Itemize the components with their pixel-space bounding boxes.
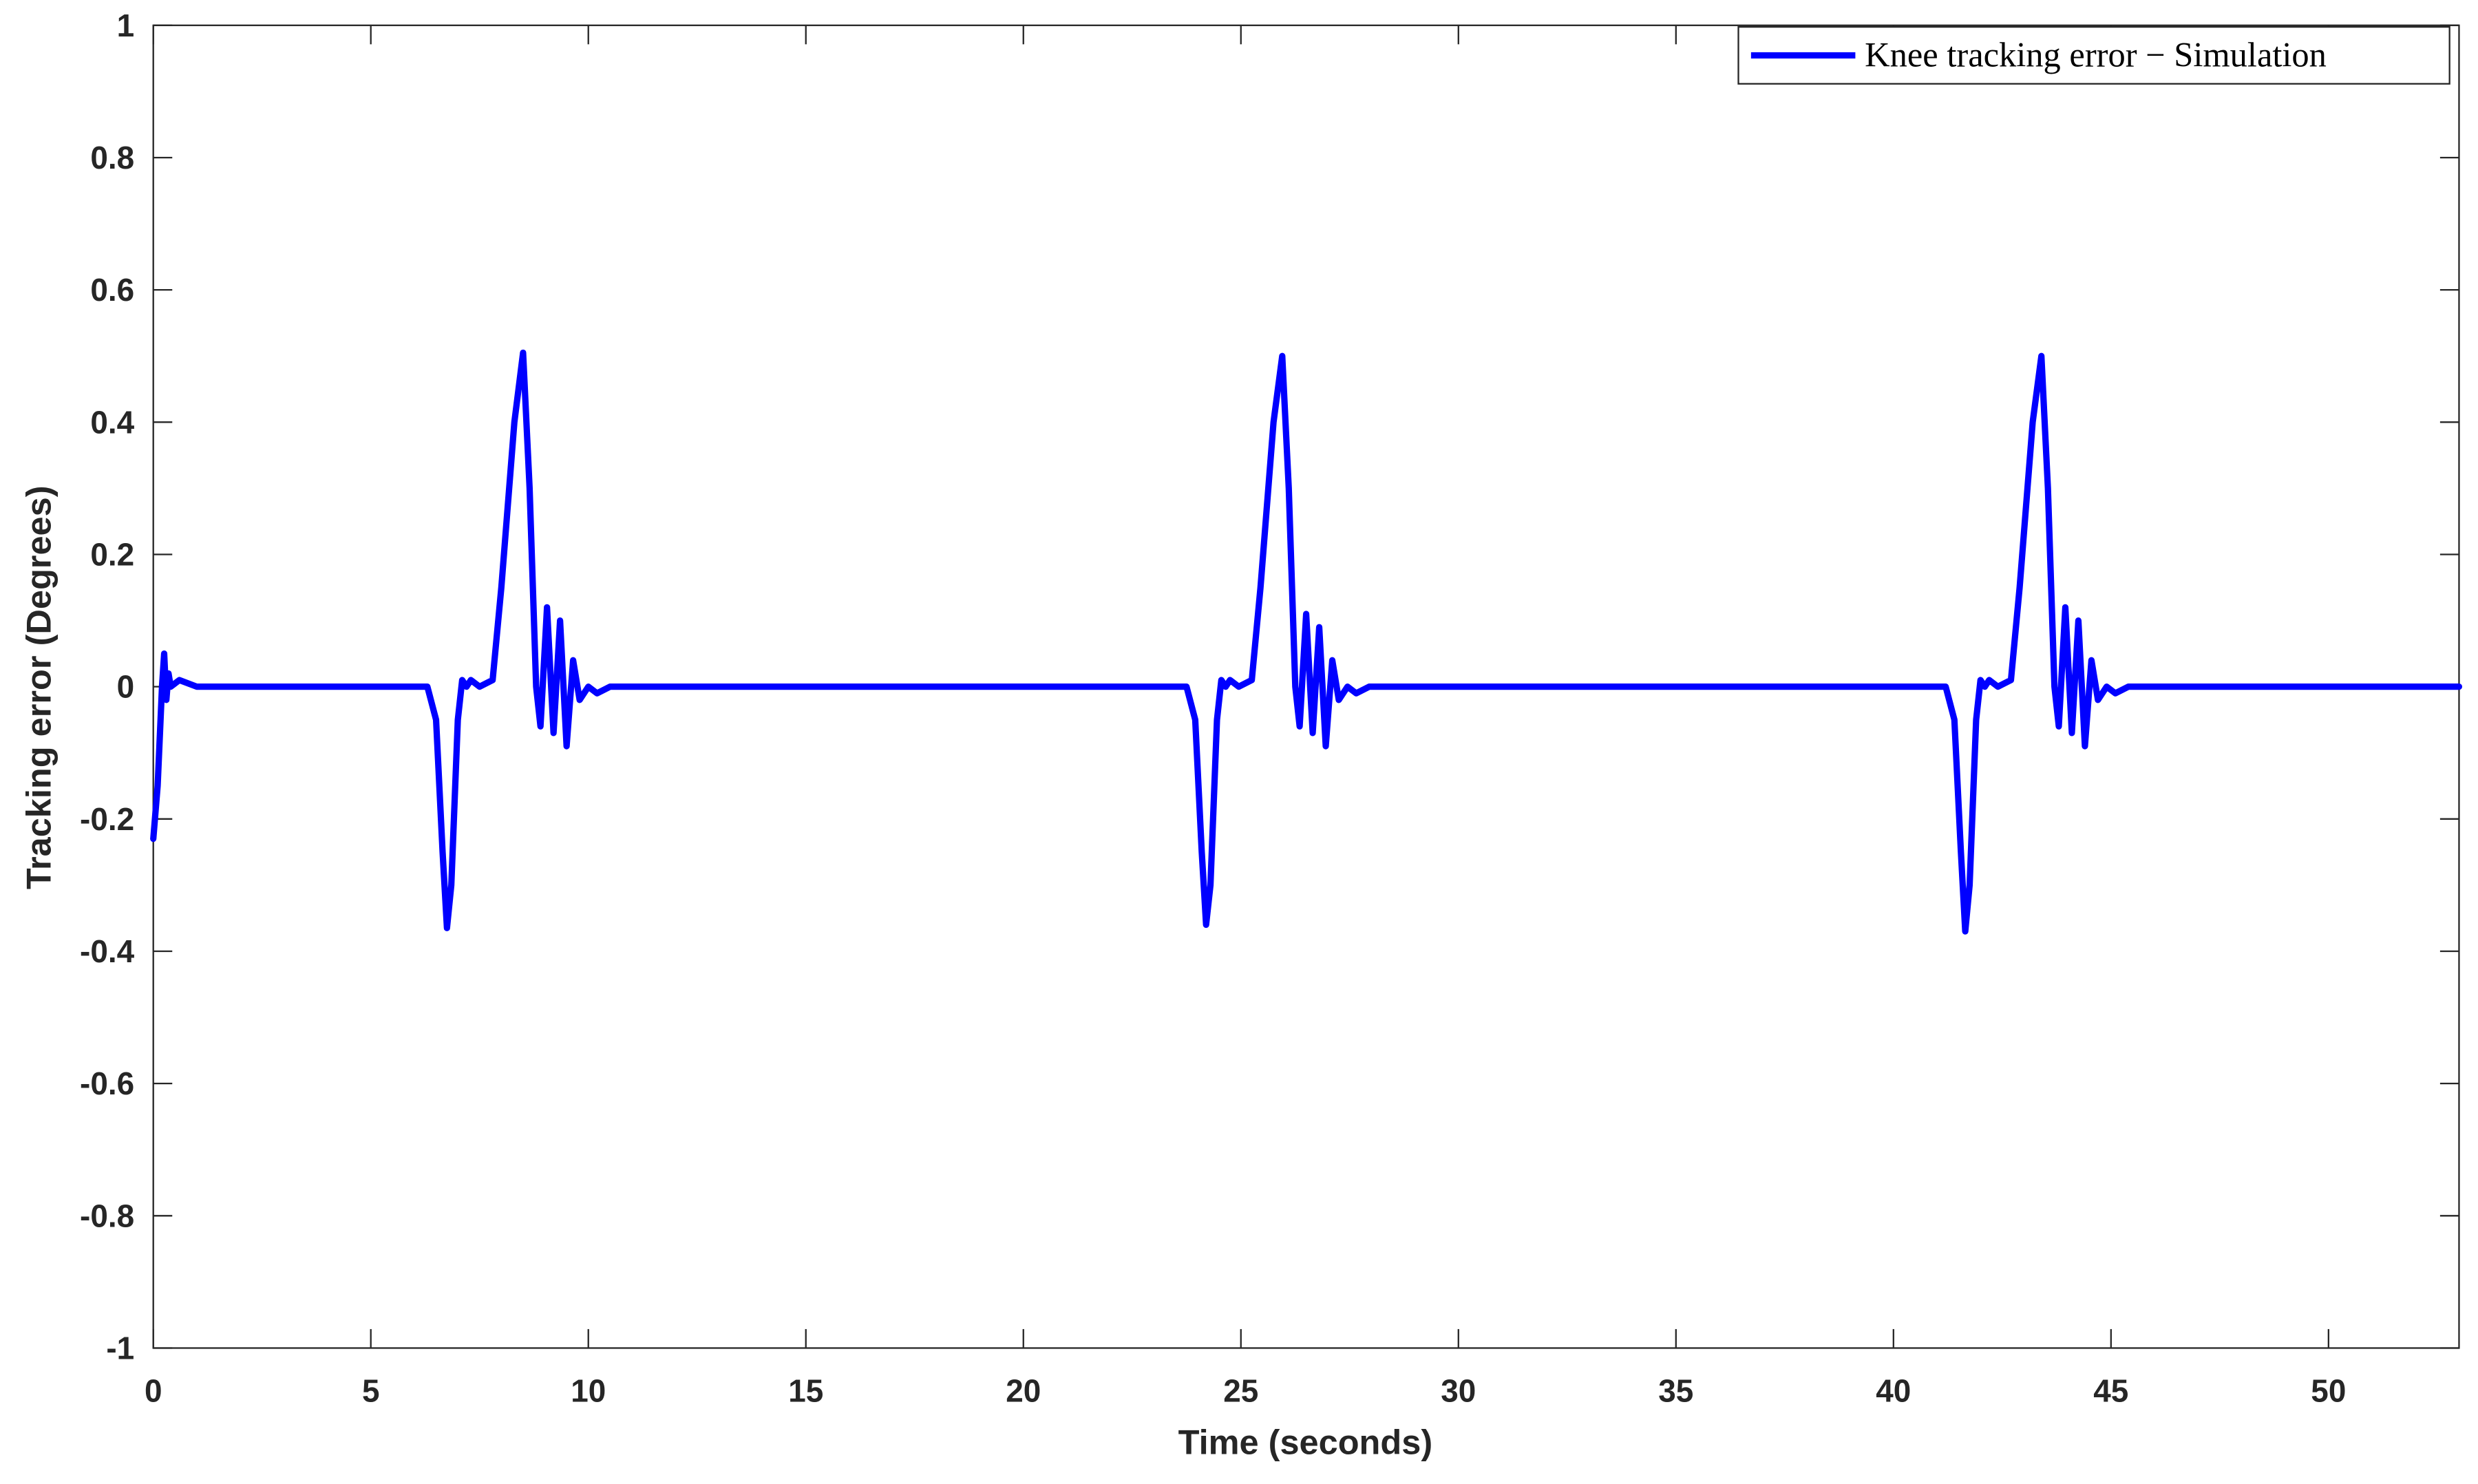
x-tick-label: 35 [1658, 1373, 1693, 1409]
y-tick-label: -0.6 [80, 1066, 134, 1101]
y-tick-label: 0 [117, 669, 135, 705]
legend-label: Knee tracking error − Simulation [1865, 35, 2327, 74]
y-tick-label: 1 [117, 8, 135, 43]
y-tick-label: 0.8 [90, 140, 134, 176]
y-tick-label: 0.4 [90, 404, 134, 440]
x-tick-label: 45 [2093, 1373, 2128, 1409]
x-tick-label: 0 [145, 1373, 162, 1409]
y-tick-label: 0.2 [90, 537, 134, 573]
x-tick-label: 5 [362, 1373, 380, 1409]
x-tick-label: 50 [2311, 1373, 2346, 1409]
x-tick-label: 40 [1876, 1373, 1911, 1409]
y-tick-label: -0.2 [80, 801, 134, 837]
y-tick-label: -1 [106, 1331, 134, 1366]
x-tick-label: 30 [1441, 1373, 1476, 1409]
y-tick-label: -0.8 [80, 1198, 134, 1233]
data-line [150, 349, 2463, 935]
y-axis-label: Tracking error (Degrees) [19, 485, 58, 889]
x-tick-label: 20 [1006, 1373, 1041, 1409]
y-tick-label: 0.6 [90, 272, 134, 308]
x-tick-label: 15 [788, 1373, 823, 1409]
legend: Knee tracking error − Simulation [1737, 25, 2450, 85]
x-axis-label: Time (seconds) [1178, 1422, 1433, 1461]
legend-box [1737, 25, 2450, 85]
y-tick-label: -0.4 [80, 933, 135, 969]
x-tick-label: 10 [571, 1373, 606, 1409]
x-tick-label: 25 [1223, 1373, 1258, 1409]
